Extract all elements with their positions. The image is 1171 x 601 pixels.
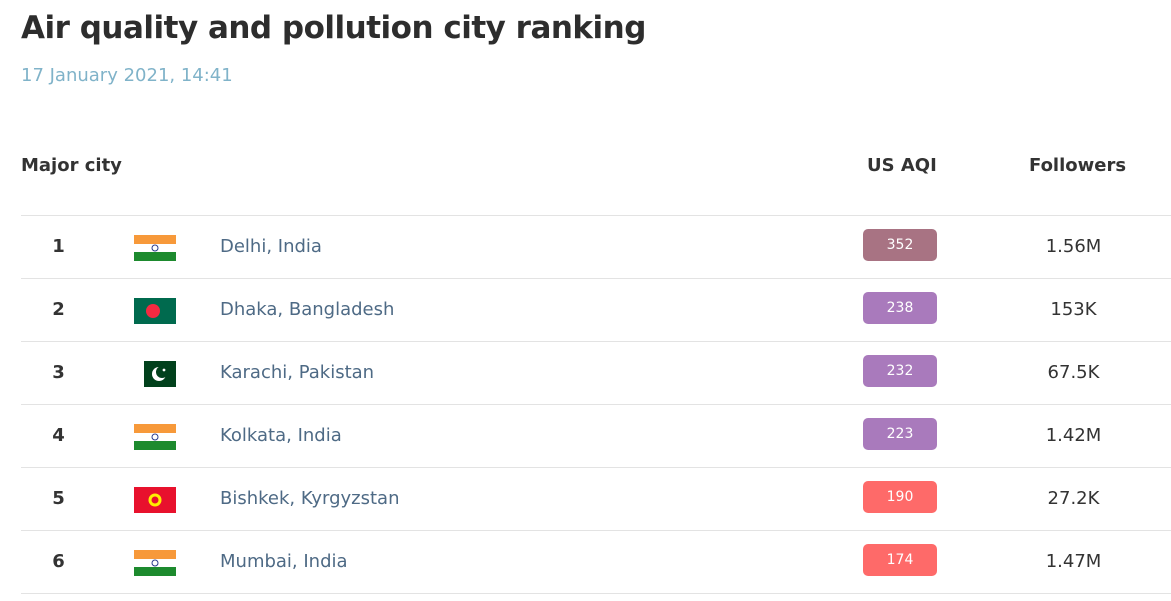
rank: 6: [52, 551, 65, 572]
column-header-followers[interactable]: Followers: [1029, 155, 1127, 176]
followers-count: 1.42M: [1045, 425, 1102, 446]
table-row[interactable]: 1 Delhi, India 352 1.56M: [21, 215, 1171, 278]
rank: 4: [52, 425, 65, 446]
column-header-aqi[interactable]: US AQI: [867, 155, 937, 176]
kyrgyzstan-flag-icon: [134, 487, 176, 513]
table-row[interactable]: 4 Kolkata, India 223 1.42M: [21, 404, 1171, 467]
table-row[interactable]: 2 Dhaka, Bangladesh 238 153K: [21, 278, 1171, 341]
rank: 3: [52, 362, 65, 383]
followers-count: 67.5K: [1047, 362, 1100, 383]
india-flag-icon: [134, 424, 176, 450]
india-flag-icon: [134, 550, 176, 576]
followers-count: 153K: [1050, 299, 1097, 320]
city-link[interactable]: Dhaka, Bangladesh: [220, 299, 395, 320]
rank: 2: [52, 299, 65, 320]
aqi-badge: 232: [863, 355, 937, 387]
city-link[interactable]: Kolkata, India: [220, 425, 342, 446]
table-row[interactable]: 5 Bishkek, Kyrgyzstan 190 27.2K: [21, 467, 1171, 530]
aqi-badge: 223: [863, 418, 937, 450]
column-header-city: Major city: [21, 155, 122, 176]
aqi-badge: 238: [863, 292, 937, 324]
city-link[interactable]: Delhi, India: [220, 236, 322, 257]
table-row[interactable]: 3 Karachi, Pakistan 232 67.5K: [21, 341, 1171, 404]
page-title: Air quality and pollution city ranking: [21, 10, 646, 46]
followers-count: 1.47M: [1045, 551, 1102, 572]
ranking-table: 1 Delhi, India 352 1.56M 2 Dhaka, Banglad…: [21, 215, 1171, 594]
rank: 5: [52, 488, 65, 509]
city-link[interactable]: Bishkek, Kyrgyzstan: [220, 488, 400, 509]
bangladesh-flag-icon: [134, 298, 176, 324]
aqi-badge: 174: [863, 544, 937, 576]
aqi-badge: 190: [863, 481, 937, 513]
followers-count: 1.56M: [1045, 236, 1102, 257]
rank: 1: [52, 236, 65, 257]
table-row[interactable]: 6 Mumbai, India 174 1.47M: [21, 530, 1171, 594]
india-flag-icon: [134, 235, 176, 261]
followers-count: 27.2K: [1047, 488, 1100, 509]
timestamp: 17 January 2021, 14:41: [21, 65, 233, 86]
city-link[interactable]: Mumbai, India: [220, 551, 348, 572]
pakistan-flag-icon: [134, 361, 176, 387]
aqi-badge: 352: [863, 229, 937, 261]
city-link[interactable]: Karachi, Pakistan: [220, 362, 375, 383]
